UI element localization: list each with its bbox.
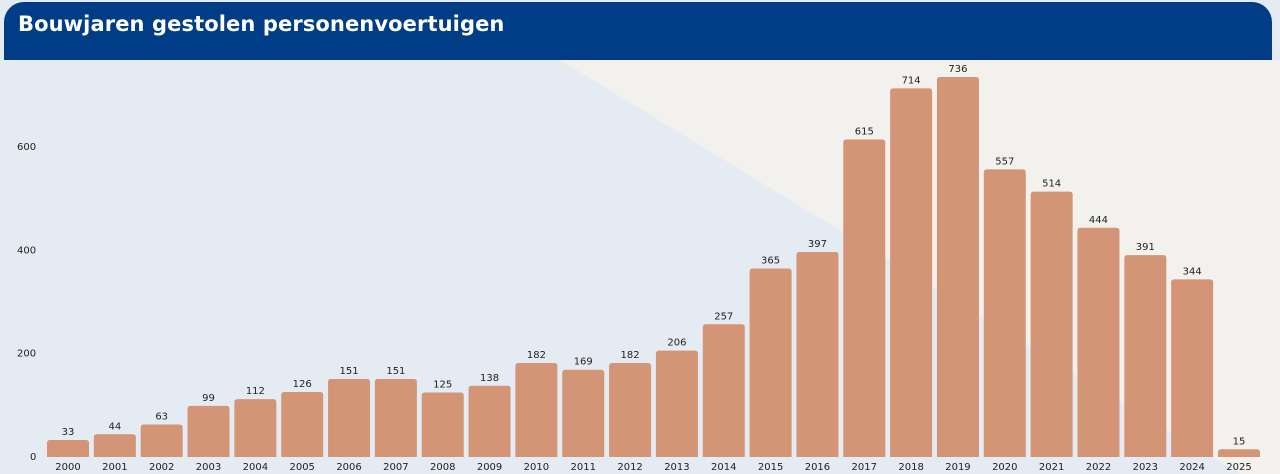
- x-tick-label: 2018: [898, 462, 923, 473]
- x-tick-label: 2017: [852, 462, 877, 473]
- data-label: 444: [1089, 215, 1108, 226]
- x-tick-label: 2022: [1086, 462, 1111, 473]
- y-tick-label: 0: [30, 452, 36, 463]
- data-label: 365: [761, 256, 780, 267]
- data-label: 397: [808, 239, 827, 250]
- x-tick-label: 2015: [758, 462, 783, 473]
- data-label: 126: [293, 379, 312, 390]
- y-tick-label: 400: [17, 245, 36, 256]
- bar-2022: [1077, 227, 1120, 457]
- bar-2017: [843, 139, 886, 457]
- bar-2007: [374, 379, 417, 457]
- x-tick-label: 2023: [1133, 462, 1158, 473]
- y-tick-label: 200: [17, 349, 36, 360]
- data-label: 125: [433, 379, 452, 390]
- data-label: 736: [948, 64, 967, 75]
- bar-2020: [983, 169, 1026, 458]
- bar-2009: [468, 385, 511, 457]
- data-label: 15: [1233, 436, 1246, 447]
- chart-title: Bouwjaren gestolen personenvoertuigen: [18, 12, 505, 36]
- data-label: 182: [621, 350, 640, 361]
- x-tick-label: 2019: [945, 462, 970, 473]
- data-label: 112: [246, 386, 265, 397]
- x-tick-label: 2021: [1039, 462, 1064, 473]
- y-tick-label: 600: [17, 142, 36, 153]
- x-tick-label: 2016: [805, 462, 830, 473]
- bar-2016: [796, 252, 839, 457]
- x-tick-label: 2001: [102, 462, 127, 473]
- x-tick-label: 2020: [992, 462, 1017, 473]
- data-label: 557: [995, 156, 1014, 167]
- bar-2018: [890, 88, 933, 457]
- data-label: 344: [1183, 266, 1202, 277]
- data-label: 138: [480, 373, 499, 384]
- x-tick-label: 2000: [55, 462, 80, 473]
- data-label: 514: [1042, 179, 1061, 190]
- chart-header: Bouwjaren gestolen personenvoertuigen: [4, 2, 1272, 60]
- x-tick-label: 2004: [243, 462, 268, 473]
- bar-2006: [328, 379, 371, 457]
- data-label: 257: [714, 311, 733, 322]
- bar-2002: [140, 424, 183, 457]
- bar-2023: [1124, 255, 1167, 457]
- bar-2003: [187, 405, 230, 457]
- bar-2015: [749, 268, 792, 457]
- x-tick-label: 2010: [524, 462, 549, 473]
- data-label: 169: [574, 357, 593, 368]
- bar-2011: [562, 369, 605, 457]
- bar-2010: [515, 363, 558, 457]
- bar-2014: [702, 324, 745, 457]
- x-tick-label: 2012: [617, 462, 642, 473]
- bar-2019: [936, 77, 979, 457]
- x-tick-label: 2009: [477, 462, 502, 473]
- bar-2013: [655, 350, 698, 457]
- bar-2000: [47, 439, 89, 457]
- x-tick-label: 2007: [383, 462, 408, 473]
- data-label: 182: [527, 350, 546, 361]
- data-label: 615: [855, 126, 874, 137]
- data-label: 63: [155, 411, 168, 422]
- data-label: 206: [667, 338, 686, 349]
- x-tick-label: 2013: [664, 462, 689, 473]
- bar-2024: [1171, 279, 1214, 457]
- bar-2004: [234, 399, 277, 457]
- data-label: 99: [202, 393, 215, 404]
- x-tick-label: 2024: [1179, 462, 1204, 473]
- data-label: 33: [62, 427, 75, 438]
- data-label: 151: [386, 366, 405, 377]
- x-tick-label: 2005: [289, 462, 314, 473]
- bar-2005: [281, 391, 324, 457]
- x-tick-label: 2025: [1226, 462, 1251, 473]
- data-label: 391: [1136, 242, 1155, 253]
- x-tick-label: 2003: [196, 462, 221, 473]
- bar-2001: [93, 434, 136, 457]
- x-tick-label: 2014: [711, 462, 736, 473]
- bar-2021: [1030, 191, 1073, 457]
- bar-2008: [421, 392, 464, 457]
- x-tick-label: 2008: [430, 462, 455, 473]
- data-label: 151: [339, 366, 358, 377]
- x-tick-label: 2006: [336, 462, 361, 473]
- data-label: 714: [902, 75, 921, 86]
- data-label: 44: [108, 421, 121, 432]
- x-tick-label: 2011: [571, 462, 596, 473]
- x-tick-label: 2002: [149, 462, 174, 473]
- bar-2025: [1218, 449, 1260, 457]
- bar-2012: [609, 363, 652, 457]
